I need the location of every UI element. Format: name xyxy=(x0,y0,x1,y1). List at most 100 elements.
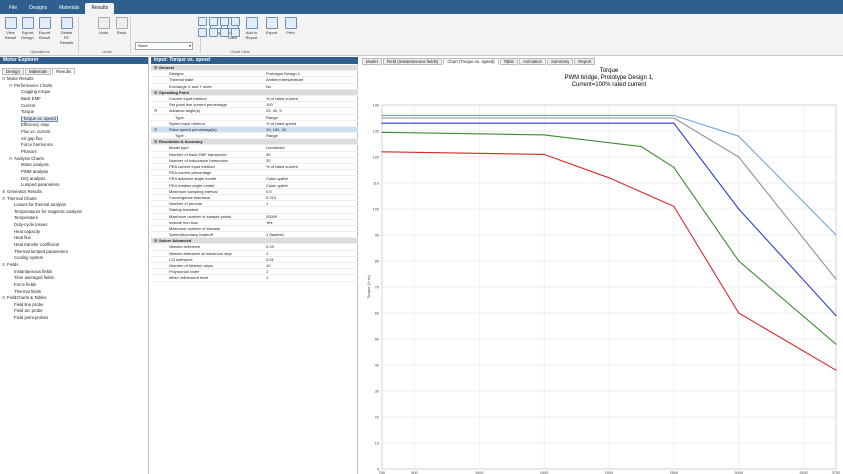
grid-icon[interactable] xyxy=(220,28,229,37)
legend-icon[interactable] xyxy=(209,28,218,37)
tree-item[interactable]: Efficiency map xyxy=(2,122,147,129)
tree-item[interactable]: Force fields xyxy=(2,282,147,289)
property-value[interactable]: % of rated speed xyxy=(266,120,297,126)
tree-item[interactable]: Phasors xyxy=(2,149,147,156)
export-button[interactable]: Export xyxy=(263,17,280,35)
property-value[interactable]: Yes xyxy=(266,219,273,225)
property-row[interactable]: Type Range xyxy=(151,115,358,121)
menu-tab-results[interactable]: Results xyxy=(85,3,115,14)
property-row[interactable]: Polynomial order 1 xyxy=(151,269,358,276)
property-row[interactable]: Speed input method % of rated speed xyxy=(151,121,358,127)
tree-item[interactable]: Torque vs. speed xyxy=(2,115,147,123)
property-row[interactable]: PEA current input method % of rated curre… xyxy=(151,164,358,171)
pan-icon[interactable] xyxy=(220,17,229,26)
view-tab[interactable]: Table xyxy=(499,58,518,65)
view-tab[interactable]: Field (Instantaneous fields) xyxy=(382,58,443,65)
tree-item[interactable]: Time averaged fields xyxy=(2,275,147,282)
menu-tab-file[interactable]: File xyxy=(9,5,18,11)
tree-item[interactable]: Temperature xyxy=(2,215,147,222)
expand-icon[interactable]: ⊞ xyxy=(2,188,6,194)
tree-item[interactable]: ⊟ Analysis Charts xyxy=(2,156,147,163)
collapse-icon[interactable]: ⊟ xyxy=(154,89,158,95)
tree-item[interactable]: Heat capacity xyxy=(2,229,147,236)
view-tab[interactable]: Model xyxy=(362,58,382,65)
tree-item[interactable]: ⊟ Fields xyxy=(2,262,147,269)
property-value[interactable]: Cubic spline xyxy=(266,176,288,182)
property-value[interactable]: 1 (fastest) xyxy=(266,232,284,238)
property-value[interactable]: 10 xyxy=(266,263,271,268)
axes-icon[interactable] xyxy=(231,28,240,37)
tree-item[interactable]: ⊟ Thermal Charts xyxy=(2,196,147,203)
property-row[interactable]: Maximum number of sample points 20000 xyxy=(151,214,358,220)
collapse-icon[interactable]: ⊟ xyxy=(154,126,158,132)
property-row[interactable]: Include iron loss Yes xyxy=(151,220,358,226)
property-row[interactable]: Exchange X and Y axes No xyxy=(151,84,358,90)
tree-item[interactable]: Thermal fields xyxy=(2,289,147,296)
property-value[interactable]: 1 xyxy=(266,201,269,207)
property-row[interactable]: Number of Newton steps 10 xyxy=(151,263,358,270)
collapse-icon[interactable]: ⊟ xyxy=(2,76,6,81)
tree-item[interactable]: ⊟ Motor Results xyxy=(2,76,147,83)
property-value[interactable]: 100 xyxy=(266,102,273,108)
tree-item[interactable]: Field line probe xyxy=(2,302,147,309)
property-section[interactable]: ⊟ Operating Point xyxy=(151,89,358,96)
tree-item[interactable]: Losses for thermal analysis xyxy=(2,202,147,209)
property-row[interactable]: Designs Prototype Design 1 xyxy=(151,71,358,78)
tree-item[interactable]: Heat flux xyxy=(2,235,147,242)
property-value[interactable]: 20 xyxy=(266,157,271,163)
property-value[interactable]: Range xyxy=(266,114,278,120)
property-row[interactable]: Thermal state Ambient temperature xyxy=(151,77,358,84)
property-row[interactable]: Startup transient xyxy=(151,207,358,214)
property-row[interactable]: Type Range xyxy=(151,133,358,140)
menu-tab-materials[interactable]: Materials xyxy=(59,5,80,11)
tree-item[interactable]: Motor analysis xyxy=(2,162,147,169)
tree-item[interactable]: Back EMF xyxy=(2,96,147,103)
view-tab[interactable]: Chart (Torque vs. speed) xyxy=(443,58,499,65)
tree-item[interactable]: Duty-cycle losses xyxy=(2,222,147,229)
tree-item[interactable]: Current xyxy=(2,103,147,110)
tree-item[interactable]: Thermal lumped parameters xyxy=(2,249,147,256)
property-value[interactable]: No xyxy=(266,83,272,89)
add-to-report-button[interactable]: Add to Report xyxy=(243,17,260,40)
print-button[interactable]: Print xyxy=(282,17,299,35)
tree-item[interactable]: Lumped parameters xyxy=(2,182,147,189)
property-row[interactable]: Current input method % of rated current xyxy=(151,95,358,103)
tree-item[interactable]: ⊞ Generator Results xyxy=(2,189,147,196)
property-row[interactable]: PEA advance angle model Cubic spline xyxy=(151,176,358,183)
tree-item[interactable]: Instantaneous fields xyxy=(2,269,147,276)
tree-item[interactable]: PWM analysis xyxy=(2,169,147,176)
property-value[interactable]: Linearized xyxy=(266,145,285,151)
property-row[interactable]: PEA current percentage xyxy=(151,170,358,177)
property-row[interactable]: Set point line current percentage 100 xyxy=(151,102,358,109)
property-value[interactable]: 10, 150, 20 xyxy=(266,126,287,132)
property-value[interactable]: 20000 xyxy=(266,213,278,219)
collapse-icon[interactable]: ⊟ xyxy=(154,65,158,70)
property-value[interactable]: 45 xyxy=(266,151,271,157)
tree-item[interactable]: Field point probes xyxy=(2,315,147,322)
collapse-icon[interactable]: ⊟ xyxy=(2,261,6,267)
property-value[interactable]: 0.01 xyxy=(266,256,274,262)
collapse-icon[interactable]: ⊟ xyxy=(154,238,158,244)
tree-item[interactable]: Cogging torque xyxy=(2,89,147,96)
property-section[interactable]: ⊟ Resolution & Accuracy xyxy=(151,139,358,146)
view-tab[interactable]: Summary xyxy=(547,58,574,65)
view-result-button[interactable]: View Result xyxy=(2,17,19,40)
property-row[interactable]: ⊟ Rotor speed percentage(s) 10, 150, 20 xyxy=(151,126,358,134)
property-value[interactable]: 1 xyxy=(266,275,269,281)
property-row[interactable]: Mesh refinement level 1 xyxy=(151,275,358,282)
property-row[interactable]: Maximum sampling interval 0.5 xyxy=(151,189,358,195)
property-value[interactable]: % of rated current xyxy=(266,95,298,101)
property-section[interactable]: ⊟ Solver Advanced xyxy=(151,238,358,245)
tree-item[interactable]: Torque xyxy=(2,109,147,116)
property-row[interactable]: Speed/Accuracy tradeoff 1 (fastest) xyxy=(151,232,358,239)
property-value[interactable]: 0.5 xyxy=(266,188,272,194)
zoom-in-icon[interactable] xyxy=(198,17,207,26)
tree-item[interactable]: Air gap flux xyxy=(2,136,147,143)
property-value[interactable]: Cubic spline xyxy=(266,182,288,188)
property-value[interactable]: 1 xyxy=(266,269,269,275)
property-row[interactable]: Maximum number of threads xyxy=(151,226,358,233)
property-value[interactable]: 0.25 xyxy=(266,244,274,250)
view-tab[interactable]: Report xyxy=(574,58,596,65)
property-row[interactable]: Newton tolerance at maximum step 1 xyxy=(151,251,358,257)
collapse-icon[interactable]: ⊟ xyxy=(154,139,158,145)
